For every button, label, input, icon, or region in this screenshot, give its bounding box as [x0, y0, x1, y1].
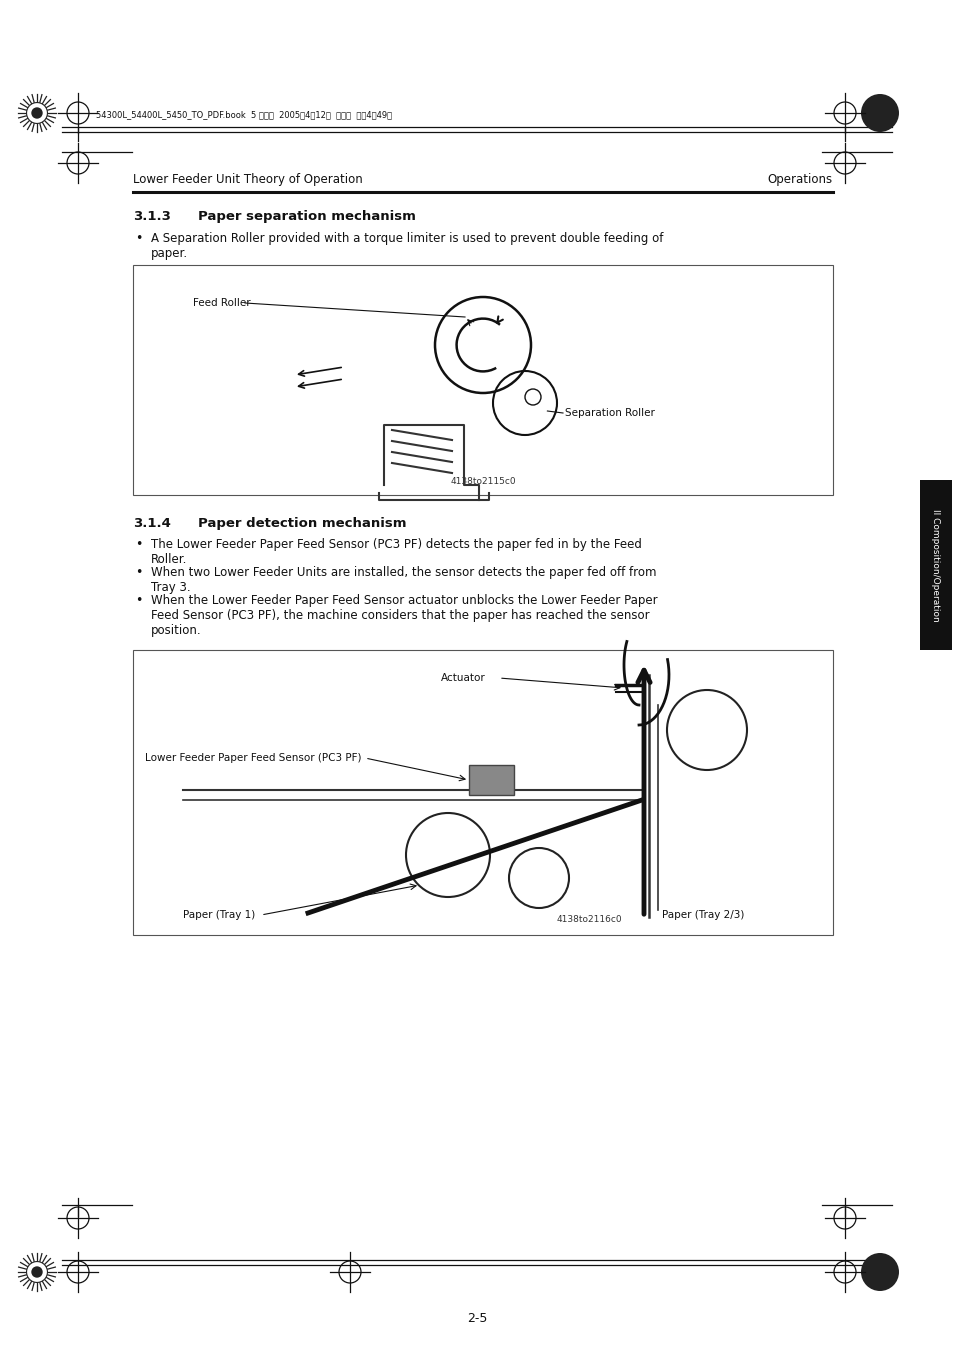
Circle shape — [861, 1252, 898, 1292]
Text: Paper (Tray 2/3): Paper (Tray 2/3) — [661, 911, 743, 920]
Text: Tray 3.: Tray 3. — [151, 581, 191, 594]
Text: Separation Roller: Separation Roller — [564, 408, 654, 417]
Text: paper.: paper. — [151, 247, 188, 259]
Text: Lower Feeder Unit Theory of Operation: Lower Feeder Unit Theory of Operation — [132, 173, 362, 186]
Bar — [469, 765, 514, 794]
Bar — [132, 650, 832, 935]
Text: Paper detection mechanism: Paper detection mechanism — [198, 517, 406, 530]
Circle shape — [27, 103, 48, 123]
Text: •: • — [135, 594, 142, 607]
Text: 4138to2116c0: 4138to2116c0 — [556, 916, 621, 924]
Text: 4138to2115c0: 4138to2115c0 — [450, 477, 516, 485]
Circle shape — [31, 1266, 43, 1278]
Bar — [132, 265, 832, 494]
Text: Actuator: Actuator — [440, 673, 485, 684]
Text: Roller.: Roller. — [151, 553, 187, 566]
Text: A Separation Roller provided with a torque limiter is used to prevent double fee: A Separation Roller provided with a torq… — [151, 232, 662, 245]
Text: Paper (Tray 1): Paper (Tray 1) — [183, 911, 255, 920]
Text: When two Lower Feeder Units are installed, the sensor detects the paper fed off : When two Lower Feeder Units are installe… — [151, 566, 656, 580]
Circle shape — [31, 107, 43, 119]
Text: The Lower Feeder Paper Feed Sensor (PC3 PF) detects the paper fed in by the Feed: The Lower Feeder Paper Feed Sensor (PC3 … — [151, 538, 641, 551]
Text: Feed Roller: Feed Roller — [193, 299, 251, 308]
Text: 54300L_54400L_5450_TO_PDF.book  5 ページ  2005年4月12日  火曜日  午後4晈49分: 54300L_54400L_5450_TO_PDF.book 5 ページ 200… — [96, 111, 392, 119]
Text: Lower Feeder Paper Feed Sensor (PC3 PF): Lower Feeder Paper Feed Sensor (PC3 PF) — [145, 753, 361, 763]
Circle shape — [861, 95, 898, 132]
Text: Operations: Operations — [767, 173, 832, 186]
Text: •: • — [135, 538, 142, 551]
Text: Feed Sensor (PC3 PF), the machine considers that the paper has reached the senso: Feed Sensor (PC3 PF), the machine consid… — [151, 609, 649, 621]
Bar — [919, 480, 951, 650]
Text: When the Lower Feeder Paper Feed Sensor actuator unblocks the Lower Feeder Paper: When the Lower Feeder Paper Feed Sensor … — [151, 594, 657, 607]
Circle shape — [27, 1262, 48, 1282]
Text: Paper separation mechanism: Paper separation mechanism — [198, 209, 416, 223]
Text: 2-5: 2-5 — [466, 1312, 487, 1324]
Text: 3.1.3: 3.1.3 — [132, 209, 171, 223]
Text: II Composition/Operation: II Composition/Operation — [930, 508, 940, 621]
Text: position.: position. — [151, 624, 201, 638]
Text: 3.1.4: 3.1.4 — [132, 517, 171, 530]
Text: •: • — [135, 232, 142, 245]
Text: •: • — [135, 566, 142, 580]
